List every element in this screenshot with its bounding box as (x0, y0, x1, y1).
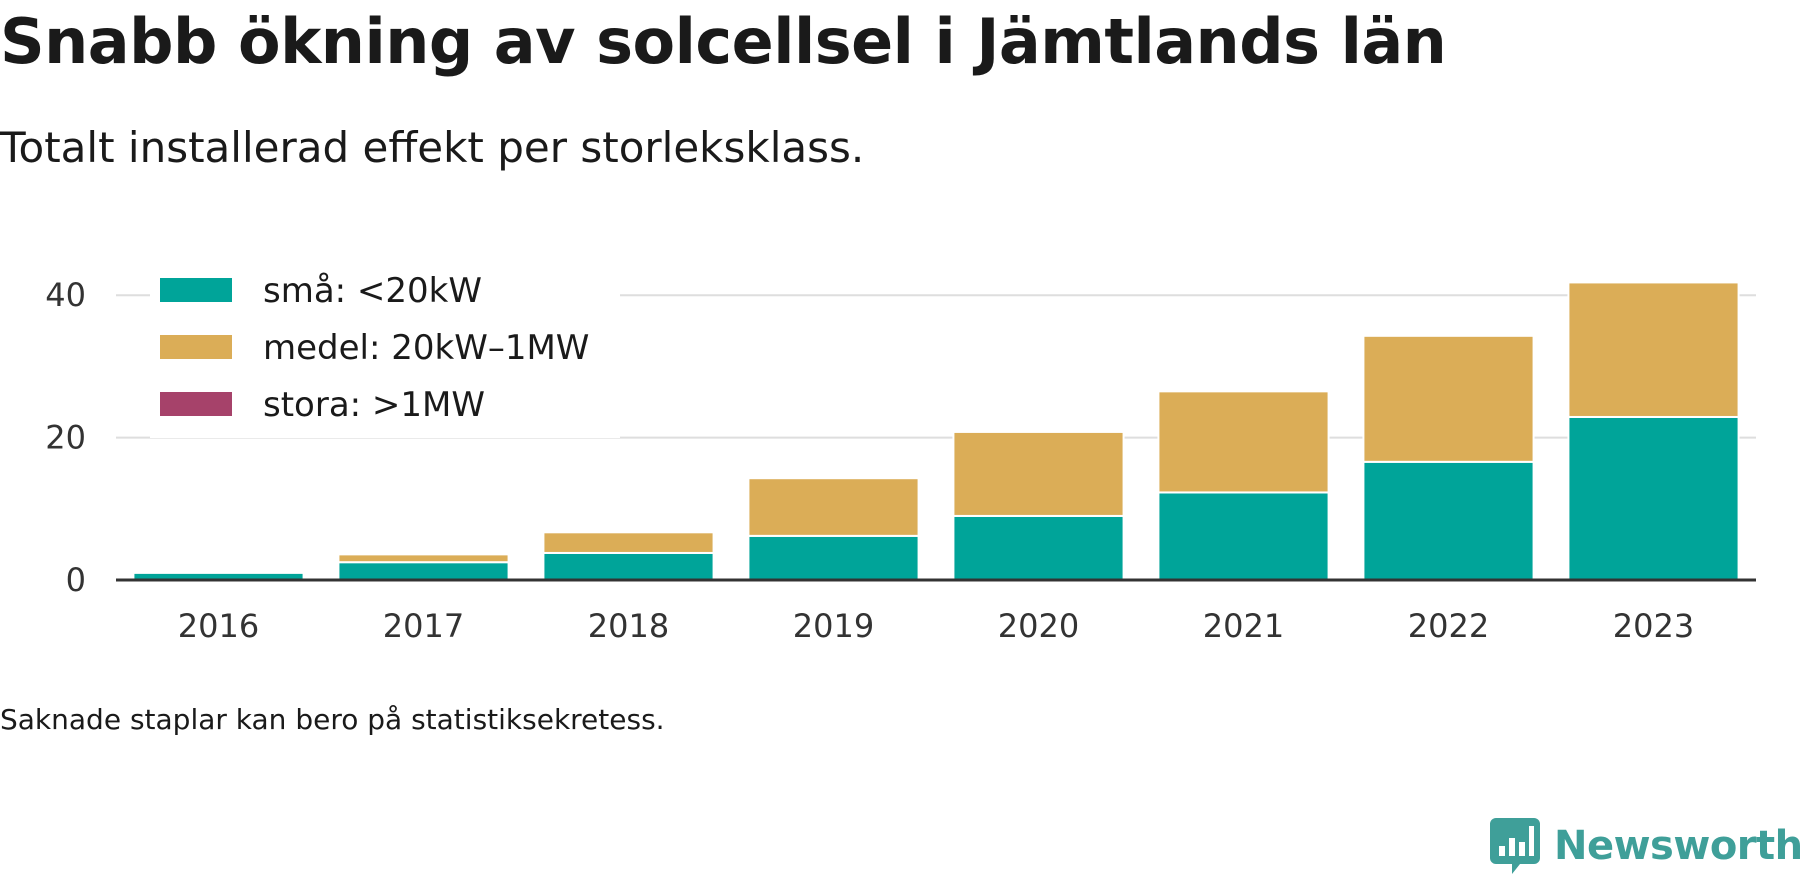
legend-swatch (160, 278, 232, 302)
x-tick-label: 2017 (383, 607, 464, 645)
bar-segment (1157, 390, 1330, 494)
legend-swatch (160, 335, 232, 359)
brand-logo: Newsworthy (1490, 818, 1800, 874)
chart-subtitle: Totalt installerad effekt per storlekskl… (0, 123, 865, 172)
bar-segment (1567, 415, 1740, 581)
chart-title: Snabb ökning av solcellsel i Jämtlands l… (0, 5, 1447, 78)
bar-segment (952, 430, 1125, 517)
x-tick-label: 2018 (588, 607, 669, 645)
bar-segment (1567, 281, 1740, 418)
x-tick-label: 2022 (1408, 607, 1489, 645)
y-tick-label: 40 (45, 276, 86, 314)
newsworthy-chart-bubble-icon (1490, 818, 1540, 874)
x-tick-label: 2020 (998, 607, 1079, 645)
y-tick-label: 20 (45, 419, 86, 457)
bar-segment (952, 514, 1125, 582)
bar-segment (542, 551, 715, 582)
legend-label: små: <20kW (263, 271, 482, 311)
bar-segment (337, 553, 510, 564)
bar-segment (1362, 460, 1535, 582)
x-tick-label: 2019 (793, 607, 874, 645)
legend-label: medel: 20kW–1MW (263, 328, 589, 368)
x-tick-label: 2016 (178, 607, 259, 645)
footnote: Saknade staplar kan bero på statistiksek… (0, 703, 665, 736)
x-tick-label: 2021 (1203, 607, 1284, 645)
bar-segment (1362, 334, 1535, 463)
bar-segment (747, 477, 920, 537)
legend-label: stora: >1MW (263, 385, 485, 425)
bar-segment (337, 561, 510, 582)
bar-segment (1157, 491, 1330, 581)
bar-segment (747, 534, 920, 581)
bar-segment (542, 531, 715, 554)
brand-name: Newsworthy (1554, 823, 1800, 869)
x-tick-label: 2023 (1613, 607, 1694, 645)
y-tick-label: 0 (66, 561, 86, 599)
legend-swatch (160, 392, 232, 416)
